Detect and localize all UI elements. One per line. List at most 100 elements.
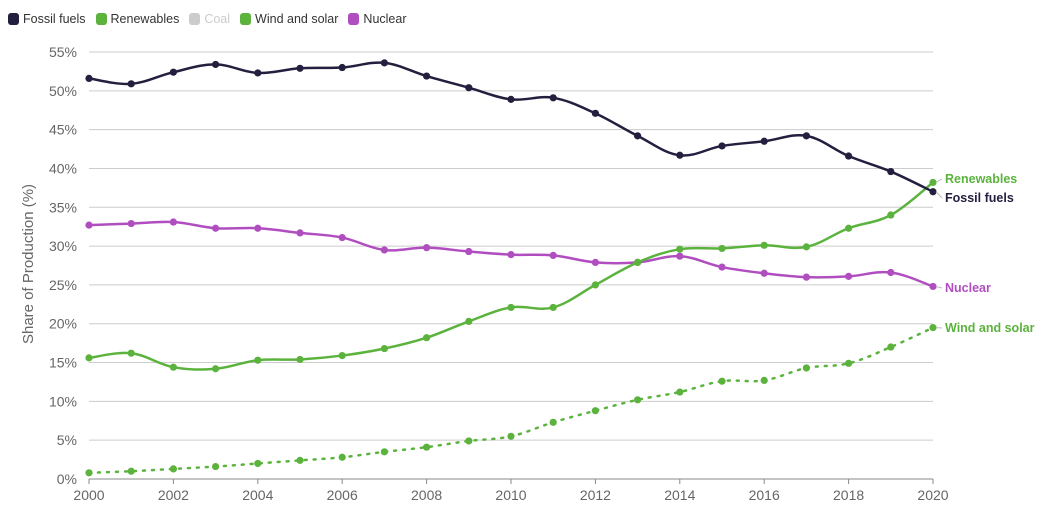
data-point xyxy=(887,343,895,351)
end-label-renewables: Renewables xyxy=(945,172,1017,186)
data-point xyxy=(634,132,642,140)
series-fossil-fuels xyxy=(85,59,937,196)
y-tick-label: 0% xyxy=(57,471,77,487)
legend-item-nuclear[interactable]: Nuclear xyxy=(348,12,407,26)
y-tick-label: 50% xyxy=(49,83,77,99)
y-tick-label: 30% xyxy=(49,238,77,254)
data-point xyxy=(718,263,726,271)
series-wind-and-solar xyxy=(85,324,937,477)
y-tick-label: 10% xyxy=(49,393,77,409)
data-point xyxy=(929,188,937,196)
data-point xyxy=(802,132,811,140)
data-point xyxy=(887,167,895,176)
data-point xyxy=(85,74,93,82)
x-tick-label: 2008 xyxy=(411,487,442,503)
legend-swatch xyxy=(240,13,252,25)
legend-item-fossil-fuels[interactable]: Fossil fuels xyxy=(8,12,86,26)
series-line-wind-and-solar xyxy=(87,326,935,475)
x-tick-label: 2016 xyxy=(749,487,780,503)
end-label-connector xyxy=(935,178,943,183)
data-point xyxy=(85,354,93,362)
legend-swatch xyxy=(348,13,360,25)
data-point xyxy=(423,72,431,80)
y-tick-label: 35% xyxy=(49,199,77,215)
data-point xyxy=(802,243,811,251)
x-tick-label: 2002 xyxy=(158,487,189,503)
legend-item-wind-and-solar[interactable]: Wind and solar xyxy=(240,12,338,26)
data-point xyxy=(929,282,937,291)
x-tick-label: 2004 xyxy=(242,487,273,503)
data-point xyxy=(802,364,811,372)
end-label-connector xyxy=(935,285,943,289)
data-point xyxy=(169,363,177,371)
legend-item-coal[interactable]: Coal xyxy=(189,12,230,26)
data-point xyxy=(760,269,768,277)
x-tick-label: 2014 xyxy=(664,487,695,503)
data-point xyxy=(591,109,600,117)
data-point xyxy=(212,224,220,232)
data-point xyxy=(85,221,93,229)
data-point xyxy=(212,365,220,373)
data-point xyxy=(169,68,177,76)
data-point xyxy=(296,456,304,464)
data-point xyxy=(169,218,177,226)
x-tick-label: 2000 xyxy=(73,487,104,503)
data-point xyxy=(338,233,346,242)
data-point xyxy=(423,443,431,451)
data-point xyxy=(465,437,473,445)
data-point xyxy=(212,60,220,69)
legend-label: Fossil fuels xyxy=(23,12,86,26)
data-point xyxy=(929,178,937,187)
end-labels: Fossil fuels Renewables Wind and solar Nucl… xyxy=(935,172,1035,335)
data-point xyxy=(591,281,600,289)
data-point xyxy=(845,224,853,232)
data-point xyxy=(254,224,262,232)
legend-item-renewables[interactable]: Renewables xyxy=(95,12,180,26)
data-point xyxy=(591,407,600,415)
legend-label: Coal xyxy=(204,12,231,26)
end-label-nuclear: Nuclear xyxy=(945,281,991,295)
series-line-fossil-fuels xyxy=(87,61,935,193)
legend-label: Renewables xyxy=(110,12,180,26)
y-tick-label: 5% xyxy=(57,432,77,448)
data-point xyxy=(380,59,388,67)
data-point xyxy=(887,268,895,277)
data-point xyxy=(760,376,768,385)
data-point xyxy=(760,241,768,249)
data-point xyxy=(254,69,262,77)
end-label-fossil-fuels: Fossil fuels xyxy=(945,191,1014,205)
y-tick-label: 45% xyxy=(49,122,77,138)
legend-swatch xyxy=(8,13,19,25)
x-tick-label: 2006 xyxy=(327,487,358,503)
data-point xyxy=(169,465,177,473)
series-group xyxy=(85,59,937,477)
y-tick-label: 40% xyxy=(49,160,77,176)
legend-swatch xyxy=(95,13,107,25)
x-axis: 2000 2002 2004 2006 2008 2010 2012 2014 2016 2018… xyxy=(73,479,949,503)
legend-label: Nuclear xyxy=(363,12,407,26)
data-point xyxy=(634,396,642,404)
data-point xyxy=(676,151,684,159)
data-point xyxy=(676,388,684,396)
data-point xyxy=(676,245,684,253)
data-point xyxy=(549,303,557,312)
data-point xyxy=(634,258,642,266)
data-point xyxy=(845,359,853,367)
data-point xyxy=(127,467,135,475)
y-axis: 0% 5% 10% 15% 20% 25% 30% 35% 40% 45% 50% 55% xyxy=(49,44,77,487)
data-point xyxy=(676,252,684,260)
data-point xyxy=(338,453,346,461)
data-point xyxy=(296,355,304,364)
y-tick-label: 55% xyxy=(49,44,77,60)
data-point xyxy=(338,63,346,72)
y-tick-label: 25% xyxy=(49,277,77,293)
data-point xyxy=(380,448,388,456)
data-point xyxy=(296,229,304,237)
data-point xyxy=(423,334,431,342)
data-point xyxy=(338,351,346,360)
data-point xyxy=(380,246,388,254)
data-point xyxy=(465,84,473,92)
data-point xyxy=(887,211,895,219)
data-point xyxy=(718,142,726,150)
